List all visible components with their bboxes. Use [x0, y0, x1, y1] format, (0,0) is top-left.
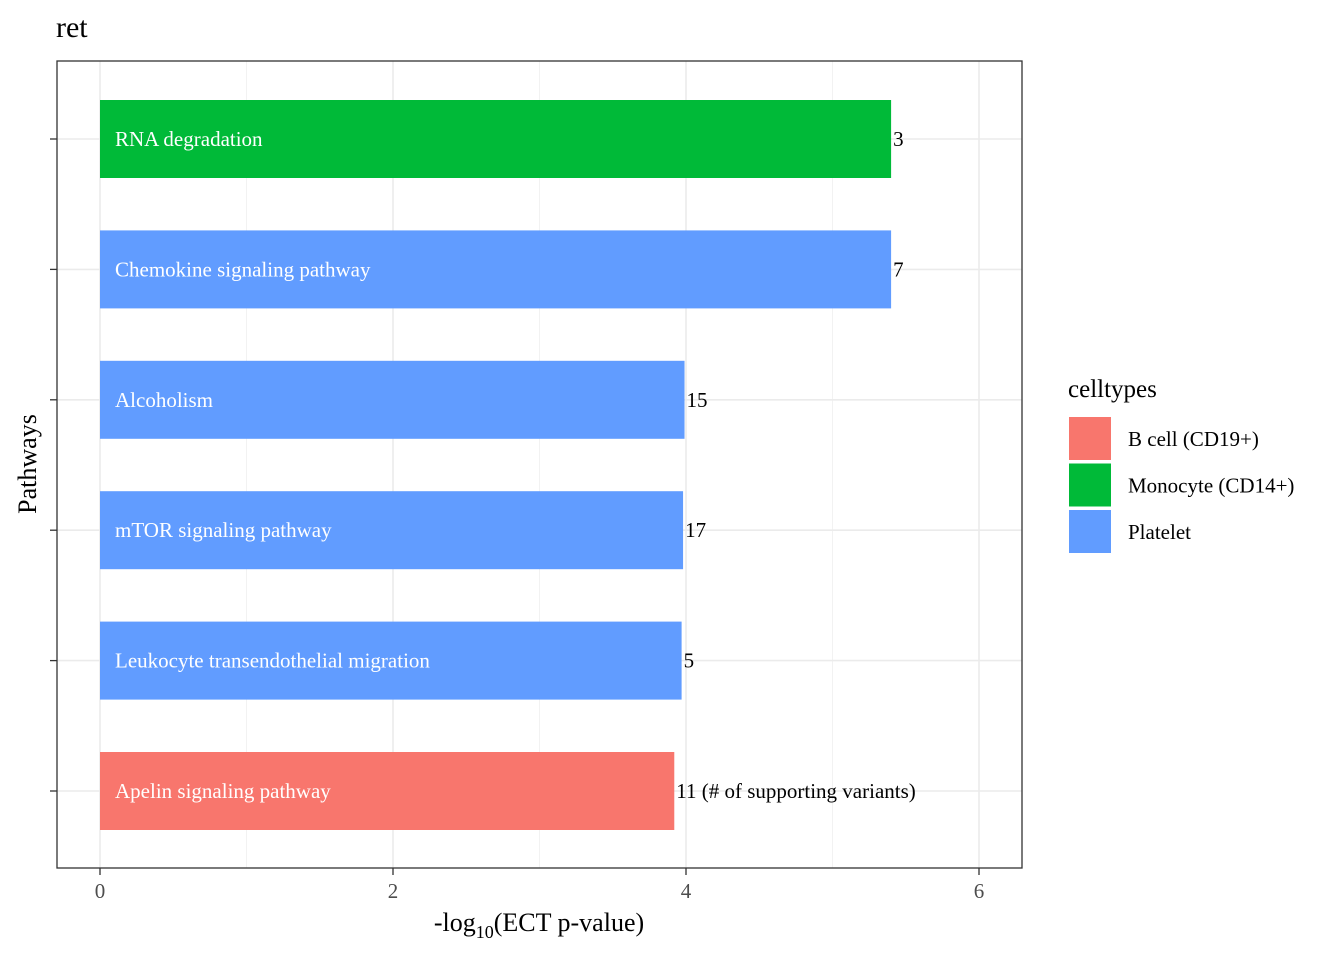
legend-item: B cell (CD19+) — [1069, 417, 1259, 460]
legend: celltypes B cell (CD19+) Monocyte (CD14+)… — [1068, 376, 1294, 553]
bar — [100, 100, 892, 178]
x-tick-label: 4 — [681, 879, 692, 903]
bar-group: Chemokine signaling pathway 7 — [100, 230, 904, 309]
bar — [100, 491, 684, 570]
y-axis-ticks — [50, 138, 57, 792]
x-tick-label: 2 — [388, 879, 399, 903]
x-tick-label: 6 — [974, 879, 985, 903]
bar-group: Apelin signaling pathway 11 (# of support… — [100, 752, 916, 830]
bar — [100, 621, 682, 700]
bar — [100, 360, 685, 439]
bar-count-label: 5 — [684, 649, 695, 673]
bar-group: RNA degradation 3 — [100, 100, 904, 178]
legend-label: Platelet — [1128, 520, 1191, 544]
bar-pathway-label: RNA degradation — [115, 127, 263, 151]
bar-pathway-label: Leukocyte transendothelial migration — [115, 649, 430, 673]
x-tick-label: 0 — [95, 879, 106, 903]
bar-group: Alcoholism 15 — [100, 360, 708, 439]
bars: RNA degradation 3 Chemokine signaling path… — [100, 100, 916, 830]
legend-swatch — [1069, 463, 1111, 507]
chart-title: ret — [56, 11, 88, 44]
plot-panel: RNA degradation 3 Chemokine signaling path… — [56, 60, 1023, 869]
y-axis-label: Pathways — [13, 414, 42, 514]
x-axis-label-prefix: -log — [434, 908, 476, 937]
legend-swatch — [1069, 417, 1111, 460]
bar-count-label: 15 — [687, 388, 708, 412]
bar-count-label: 11 (# of supporting variants) — [676, 779, 916, 803]
bar — [100, 752, 675, 830]
bar-pathway-label: Apelin signaling pathway — [115, 779, 331, 803]
legend-label: Monocyte (CD14+) — [1128, 474, 1294, 498]
bar-pathway-label: Chemokine signaling pathway — [115, 257, 371, 281]
bar — [100, 230, 892, 309]
x-axis-ticks: 0 2 4 6 — [95, 868, 985, 903]
bar-group: mTOR signaling pathway 17 — [100, 491, 706, 570]
panel-border — [56, 60, 1023, 869]
bar-count-label: 7 — [893, 257, 904, 281]
legend-items: B cell (CD19+) Monocyte (CD14+) Platelet — [1069, 417, 1294, 553]
bar-pathway-label: mTOR signaling pathway — [115, 518, 332, 542]
x-axis-label-subscript: 10 — [476, 922, 494, 942]
bar-count-label: 17 — [685, 518, 706, 542]
legend-title: celltypes — [1068, 376, 1157, 403]
legend-item: Platelet — [1069, 510, 1191, 553]
legend-label: B cell (CD19+) — [1128, 427, 1259, 451]
bar-count-label: 3 — [893, 127, 904, 151]
bar-group: Leukocyte transendothelial migration 5 — [100, 621, 695, 700]
x-axis-label-suffix: (ECT p-value) — [494, 908, 644, 937]
bar-pathway-label: Alcoholism — [115, 388, 213, 412]
legend-swatch — [1069, 510, 1111, 553]
x-axis-label: -log10(ECT p-value) — [434, 908, 644, 942]
legend-item: Monocyte (CD14+) — [1069, 463, 1294, 507]
